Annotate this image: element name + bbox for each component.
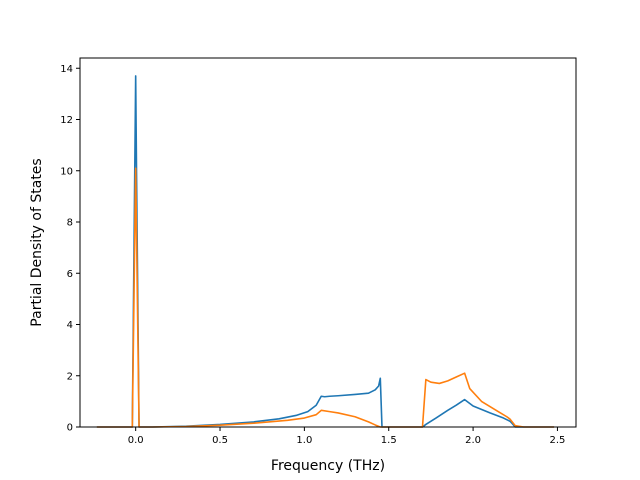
x-tick-label: 0.0: [128, 435, 144, 446]
y-tick-label: 8: [67, 218, 73, 229]
x-axis-title: Frequency (THz): [271, 458, 385, 474]
x-tick-label: 1.0: [296, 435, 312, 446]
x-axis: 0.0 0.5 1.0 1.5 2.0 2.5: [128, 427, 565, 446]
series-layer: [96, 75, 555, 428]
y-tick-label: 10: [60, 166, 73, 177]
series-line-2: [96, 167, 555, 428]
x-tick-label: 2.5: [549, 435, 565, 446]
y-tick-label: 12: [60, 115, 73, 126]
x-tick-label: 0.5: [212, 435, 228, 446]
y-axis-title: Partial Density of States: [29, 158, 45, 326]
y-tick-label: 4: [67, 320, 73, 331]
y-axis: 0 2 4 6 8 10 12 14: [60, 64, 80, 434]
y-tick-label: 0: [67, 423, 73, 434]
y-tick-label: 14: [60, 64, 73, 75]
y-tick-label: 6: [67, 269, 73, 280]
x-tick-label: 2.0: [465, 435, 481, 446]
plot-frame: [79, 57, 577, 428]
x-tick-label: 1.5: [381, 435, 397, 446]
y-tick-label: 2: [67, 371, 73, 382]
